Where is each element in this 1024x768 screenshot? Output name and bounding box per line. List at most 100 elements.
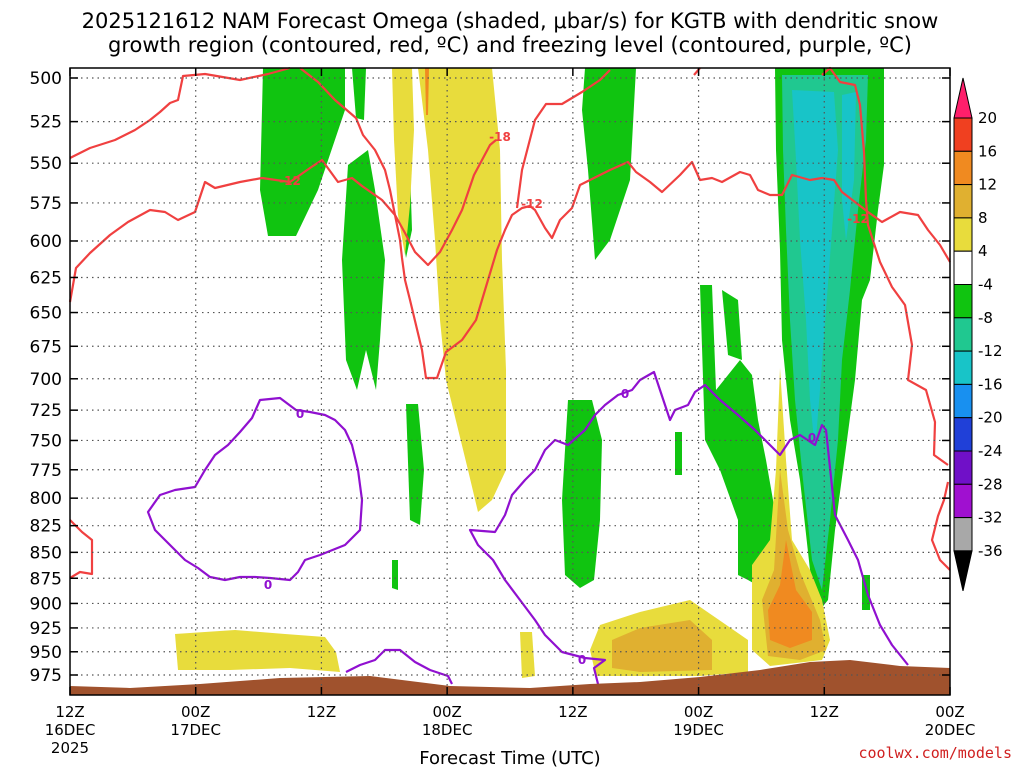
y-tick-label: 600 [30, 232, 62, 252]
colorbar-tick-label: -8 [978, 309, 993, 327]
omega-green-region [562, 400, 602, 588]
y-tick-label: 575 [30, 194, 62, 214]
contour-labels: -12 -18 -12 -12 0 0 0 0 0 [264, 130, 869, 667]
colorbar-swatch [953, 250, 973, 285]
dgz-contour-label: -12 [279, 174, 301, 188]
x-tick-label-time: 00Z [935, 703, 964, 721]
dgz-contour-line [68, 139, 497, 303]
omega-yellow-region [175, 630, 340, 672]
x-tick-label-date: 16DEC [45, 721, 96, 739]
omega-green-region [352, 68, 366, 120]
omega-green-region [582, 68, 636, 260]
y-tick-label: 550 [30, 154, 62, 174]
y-tick-label: 525 [30, 113, 62, 133]
y-tick-label: 725 [30, 401, 62, 421]
y-axis: 500 525 550 575 600 625 650 675 700 725 750 775 800 8… [30, 69, 950, 686]
y-tick-label: 775 [30, 461, 62, 481]
x-tick-label-time: 12Z [810, 703, 839, 721]
x-tick-label-time: 00Z [432, 703, 461, 721]
dgz-contour-line [930, 481, 951, 571]
omega-yellow-region [392, 68, 414, 255]
dgz-contour-line [69, 519, 94, 579]
colorbar-swatch [953, 350, 973, 385]
x-tick-label-time: 00Z [684, 703, 713, 721]
freezing-contour-label: 0 [578, 653, 586, 667]
colorbar-swatch [953, 483, 973, 519]
colorbar-swatch [953, 417, 973, 452]
freezing-contour-line [146, 396, 364, 582]
colorbar-tick-label: -4 [978, 276, 993, 294]
omega-green-region [675, 432, 682, 475]
y-tick-label: 925 [30, 619, 62, 639]
omega-green-region [406, 404, 424, 525]
colorbar-tick-label: -24 [978, 442, 1003, 460]
y-tick-label: 800 [30, 489, 62, 509]
omega-yellow-region [418, 68, 506, 512]
freezing-level-contours [146, 370, 909, 685]
dgz-contours [68, 66, 951, 579]
x-tick-label-date: 18DEC [422, 721, 473, 739]
freezing-contour-label: 0 [808, 431, 816, 445]
dgz-contour-line [515, 69, 611, 209]
omega-green-region [392, 560, 398, 590]
colorbar-tick-label: -32 [978, 509, 1003, 527]
x-tick-label-time: 12Z [307, 703, 336, 721]
chart-title-line2: growth region (contoured, red, ºC) and f… [108, 33, 912, 57]
credit-text: coolwx.com/models [858, 744, 1012, 762]
omega-orange-region [768, 540, 812, 648]
omega-cyan-region [792, 90, 838, 450]
omega-green-region [700, 285, 780, 600]
x-tick-label-date: 20DEC [925, 721, 976, 739]
colorbar-arrow-top [953, 77, 973, 119]
colorbar-tick-label: -36 [978, 542, 1003, 560]
y-tick-label: 625 [30, 268, 62, 288]
plot-frame [69, 67, 951, 696]
colorbar-swatch [953, 317, 973, 352]
dgz-contour-label: -18 [489, 130, 511, 144]
chart-title-line1: 2025121612 NAM Forecast Omega (shaded, μ… [82, 9, 939, 33]
x-tick-label-date: 17DEC [170, 721, 221, 739]
colorbar-swatch [953, 284, 973, 319]
y-tick-label: 650 [30, 304, 62, 324]
colorbar-swatch [953, 217, 973, 252]
colorbar-arrow-bottom [953, 550, 973, 592]
y-tick-label: 825 [30, 517, 62, 537]
dgz-contour-line [69, 66, 291, 159]
x-tick-label-time: 12Z [558, 703, 587, 721]
y-tick-label: 900 [30, 594, 62, 614]
omega-yellow-region [520, 632, 535, 678]
y-tick-label: 500 [30, 69, 62, 89]
y-tick-label: 750 [30, 431, 62, 451]
x-tick-label-year: 2025 [51, 739, 89, 757]
freezing-contour-label: 0 [621, 387, 629, 401]
dgz-contour-line [821, 66, 949, 466]
colorbar-swatch [953, 383, 973, 419]
terrain [70, 660, 950, 695]
x-axis-label: Forecast Time (UTC) [419, 748, 600, 768]
dgz-contour-label: -12 [521, 197, 543, 211]
colorbar: 20 16 12 8 4 -4 -8 -12 -16 -20 -24 -28 -32 -36 [953, 77, 1003, 592]
y-tick-label: 975 [30, 666, 62, 686]
colorbar-tick-label: 4 [978, 242, 988, 260]
freezing-contour-line [468, 370, 909, 685]
colorbar-tick-label: 16 [978, 142, 997, 160]
colorbar-tick-label: -12 [978, 342, 1003, 360]
colorbar-swatch [953, 117, 973, 152]
x-tick-label-date: 19DEC [673, 721, 724, 739]
omega-green-region [722, 290, 742, 360]
y-tick-label: 700 [30, 370, 62, 390]
x-tick-label-time: 12Z [55, 703, 84, 721]
colorbar-tick-label: 12 [978, 176, 997, 194]
freezing-contour-label: 0 [264, 578, 272, 592]
colorbar-tick-label: -28 [978, 475, 1003, 493]
x-tick-label-time: 00Z [181, 703, 210, 721]
colorbar-swatch [953, 517, 973, 552]
omega-gold-region [612, 620, 712, 672]
y-tick-label: 850 [30, 543, 62, 563]
omega-orange-region [425, 68, 429, 115]
omega-green-region [260, 68, 345, 236]
colorbar-tick-label: -16 [978, 375, 1003, 393]
grid [70, 68, 950, 695]
